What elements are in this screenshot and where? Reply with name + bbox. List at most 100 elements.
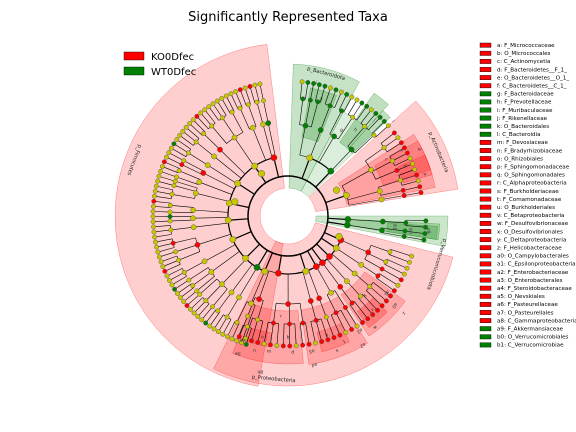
tree-node <box>388 293 393 299</box>
tree-node <box>280 343 286 349</box>
tree-branch <box>235 91 243 108</box>
tree-branch <box>211 251 240 273</box>
tree-node <box>383 259 389 265</box>
tree-node <box>357 293 363 299</box>
class-node <box>335 233 343 241</box>
clade-sectors <box>114 44 459 387</box>
tree-node <box>362 123 368 129</box>
tree-branch <box>153 200 171 204</box>
clade-letter: n <box>252 349 256 355</box>
sector-bacteroidota <box>288 63 360 192</box>
tree-branch <box>347 126 366 147</box>
tree-node <box>401 271 407 277</box>
tree-branch <box>221 258 247 285</box>
clade-letter: u <box>324 332 328 338</box>
tree-node <box>379 303 385 309</box>
tree-branch <box>212 103 223 119</box>
taxa-legend-swatch <box>479 204 492 210</box>
taxa-legend-label: v: C_Betaproteobacteria <box>497 213 564 219</box>
taxa-legend-label: y: C_Deltaproteobacteria <box>497 237 566 243</box>
tree-node <box>316 82 322 88</box>
tree-branch <box>257 300 264 320</box>
tree-branch <box>211 125 227 144</box>
tree-branch <box>356 106 367 121</box>
tree-branch <box>170 211 194 214</box>
tree-node <box>153 239 158 245</box>
tree-node <box>158 168 163 174</box>
tree-node <box>176 168 182 174</box>
class-node <box>333 186 341 194</box>
tree-branch <box>345 307 358 327</box>
tree-node <box>265 120 272 126</box>
tree-node <box>224 216 232 224</box>
tree-node <box>317 127 324 133</box>
tree-branch <box>222 117 236 138</box>
tree-branch <box>195 192 230 202</box>
tree-node <box>375 273 381 279</box>
tree-branch <box>325 316 335 338</box>
clade-letter: w <box>371 324 377 330</box>
tree-branch <box>171 275 187 286</box>
tree-node <box>207 323 213 329</box>
tree-node <box>155 178 160 184</box>
tree-branch <box>294 323 297 346</box>
tree-branch <box>309 129 321 159</box>
tree-branch <box>354 134 375 154</box>
tree-branch <box>217 292 232 312</box>
tree-node <box>380 218 386 225</box>
tree-branch <box>175 180 198 189</box>
tree-branch <box>334 91 342 108</box>
tree-branch <box>252 127 267 161</box>
tree-branch <box>371 160 393 172</box>
tree-node <box>170 240 176 246</box>
tree-node <box>172 178 178 184</box>
tree-branch <box>176 176 199 185</box>
tree-node <box>337 332 343 338</box>
tree-node <box>332 244 340 252</box>
tree-branch <box>177 283 192 294</box>
tree-node <box>359 100 365 106</box>
tree-node <box>260 121 266 128</box>
tree-branch <box>160 171 177 178</box>
tree-branch <box>386 142 402 153</box>
tree-branch <box>176 139 191 150</box>
tree-node <box>196 179 203 185</box>
tree-branch <box>208 106 220 121</box>
taxa-legend-swatch <box>479 156 492 161</box>
tree-node <box>398 140 404 146</box>
taxa-legend-swatch <box>479 50 492 56</box>
taxa-legend-swatch <box>479 342 492 348</box>
tree-branch <box>175 244 198 253</box>
tree-branch <box>386 259 408 269</box>
tree-branch <box>159 251 176 258</box>
taxa-legend-swatch <box>479 91 492 97</box>
taxa-legend-swatch <box>479 196 492 202</box>
tree-node <box>257 81 263 87</box>
tree-node <box>228 289 235 296</box>
tree-node <box>367 284 373 289</box>
tree-node <box>358 261 365 268</box>
tree-branch <box>182 131 197 143</box>
tree-branch <box>164 161 181 169</box>
tree-node <box>313 340 318 346</box>
tree-branch <box>315 84 320 102</box>
tree-branch <box>195 141 215 157</box>
taxa-legend-swatch <box>479 277 492 283</box>
tree-branch <box>389 147 405 157</box>
tree-branch <box>153 229 171 233</box>
clade-letter: e <box>398 148 404 153</box>
tree-branch <box>184 261 205 273</box>
tree-node <box>377 114 383 120</box>
tree-node <box>421 237 427 243</box>
tree-node <box>315 99 321 105</box>
tree-node <box>211 153 217 160</box>
tree-branch <box>204 244 236 262</box>
tree-branch <box>192 271 212 286</box>
tree-node <box>271 320 276 326</box>
tree-node <box>407 155 413 161</box>
taxa-legend-label: l: C_Bacteroidia <box>497 132 541 138</box>
tree-node <box>410 161 415 167</box>
taxa-legend-label: a8: C_Gammaproteobacteria <box>497 318 576 324</box>
tree-branch <box>199 181 233 195</box>
tree-branch <box>404 192 422 196</box>
